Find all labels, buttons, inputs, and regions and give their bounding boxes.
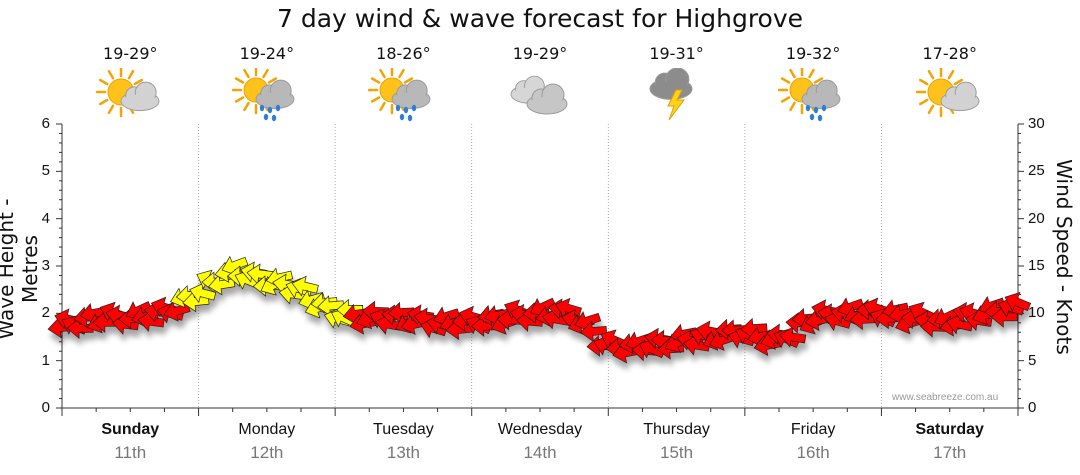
y-right-tick-label: 30 — [1028, 115, 1045, 132]
sun-cloud-rain-icon — [231, 65, 302, 124]
thunderstorm-icon — [642, 67, 712, 124]
wind-arrow — [580, 320, 608, 343]
sun-cloud-rain-icon — [777, 65, 848, 124]
wind-arrow — [779, 326, 807, 348]
wind-arrow — [908, 301, 935, 322]
date-label: 15th — [660, 443, 694, 462]
sun-cloud-rain-icon — [368, 65, 438, 124]
wind-arrow — [137, 310, 165, 332]
y-right-tick-label: 5 — [1028, 351, 1037, 369]
y-right-tick-label: 20 — [1028, 209, 1045, 227]
partly-cloudy-icon — [915, 66, 985, 124]
y-left-tick-label: 3 — [41, 257, 50, 274]
y-left-tick-label: 5 — [41, 162, 50, 180]
temperature-range: 18-26° — [376, 44, 431, 63]
y-left-tick-label: 4 — [41, 209, 50, 227]
wind-arrow — [317, 295, 345, 317]
wind-arrow — [291, 275, 319, 297]
wind-arrow — [1004, 291, 1032, 312]
day-label: Monday — [238, 421, 296, 438]
day-label: Wednesday — [497, 421, 583, 438]
y-left-tick-label: 6 — [41, 115, 50, 132]
y-right-tick-label: 15 — [1028, 257, 1045, 274]
date-label: 13th — [386, 443, 420, 462]
wind-arrows — [47, 255, 1032, 364]
cloudy-icon — [505, 68, 575, 124]
temperature-range: 19-24° — [239, 44, 295, 63]
chart-title: 7 day wind & wave forecast for Highgrove — [276, 4, 804, 33]
temperature-range: 17-28° — [922, 44, 977, 63]
date-label: 14th — [523, 443, 557, 462]
watermark: www.seabreeze.com.au — [892, 392, 999, 403]
y-left-tick-label: 0 — [41, 399, 50, 416]
y-left-tick-label: 2 — [41, 304, 50, 322]
day-label: Saturday — [915, 421, 984, 438]
y-right-tick-label: 25 — [1028, 162, 1045, 180]
y-right-tick-label: 10 — [1028, 304, 1045, 322]
day-label: Tuesday — [373, 421, 434, 438]
wind-arrow — [246, 263, 274, 285]
day-label: Sunday — [101, 421, 160, 438]
date-label: 12th — [250, 443, 284, 462]
temperature-range: 19-29° — [512, 44, 568, 63]
wind-arrow — [234, 269, 262, 290]
date-label: 11th — [114, 443, 147, 462]
date-label: 17th — [933, 443, 967, 462]
y-right-tick-label: 0 — [1028, 399, 1037, 416]
temperature-range: 19-31° — [649, 44, 704, 63]
day-label: Friday — [790, 421, 836, 438]
temperature-range: 19-32° — [785, 44, 841, 63]
y-left-tick-label: 1 — [41, 351, 50, 369]
date-label: 16th — [796, 443, 830, 462]
temperature-range: 19-29° — [103, 44, 158, 63]
partly-cloudy-icon — [95, 66, 165, 124]
wind-arrow — [387, 301, 415, 324]
day-label: Thursday — [643, 421, 710, 438]
